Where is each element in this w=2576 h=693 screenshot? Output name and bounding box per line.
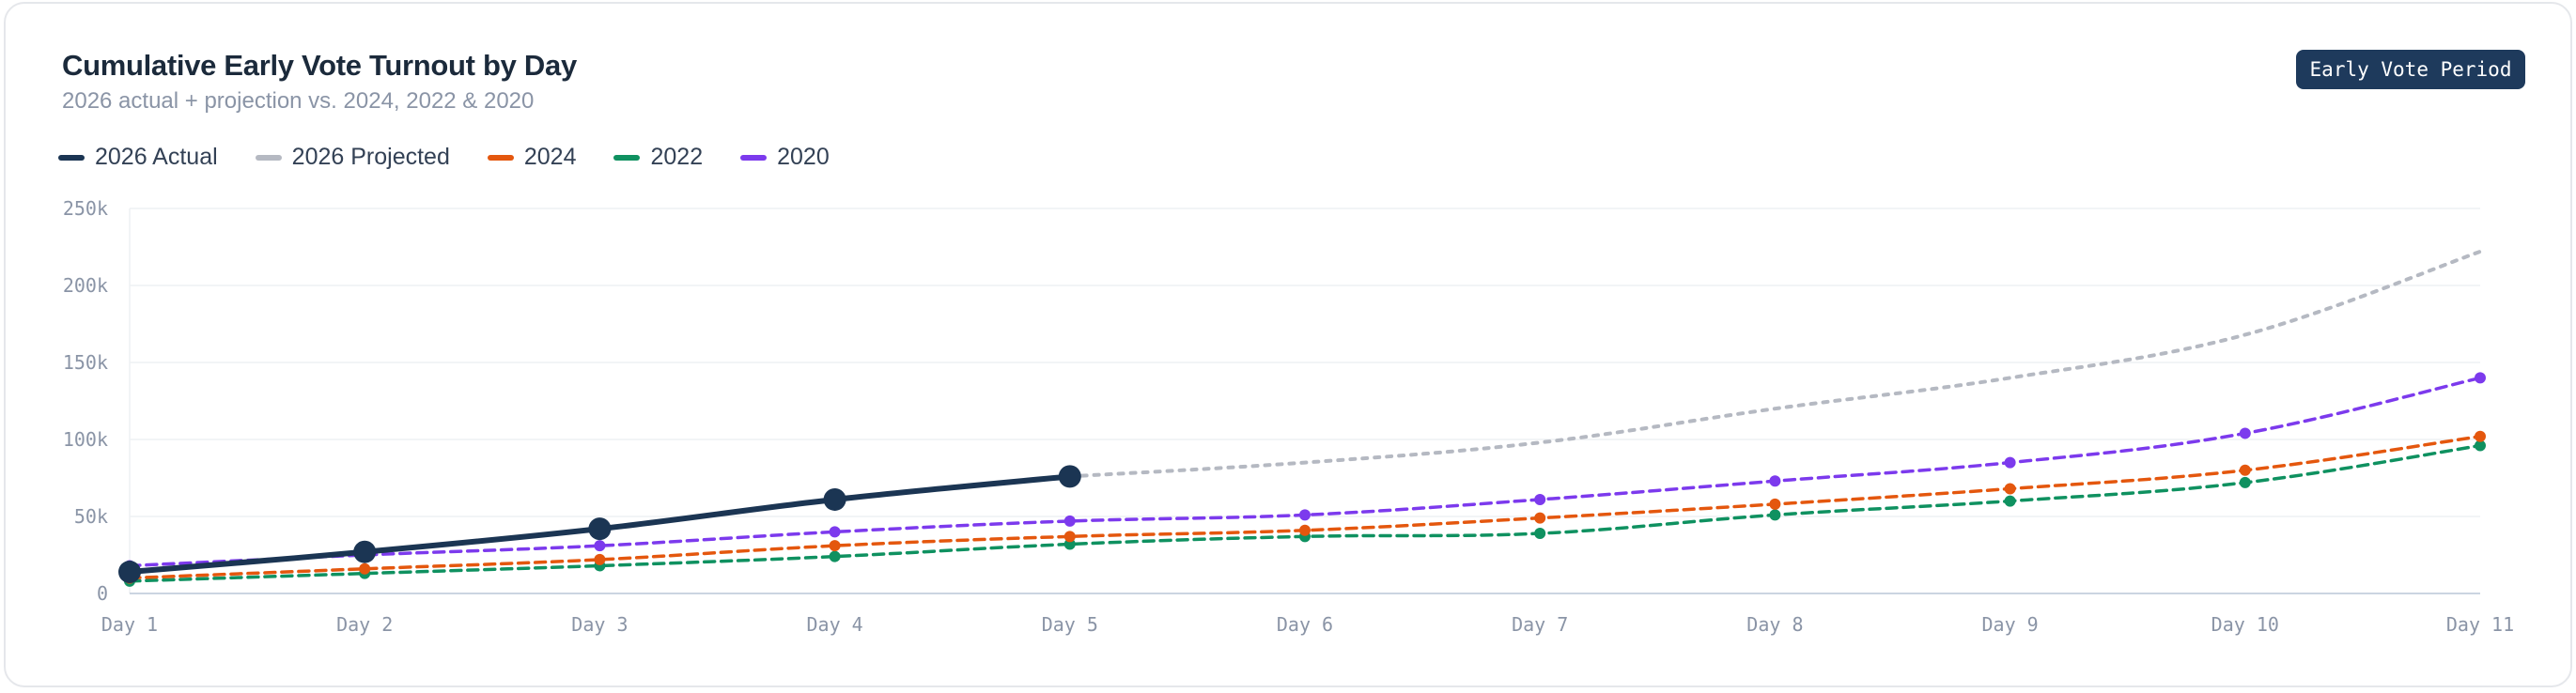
data-point [829,526,841,538]
data-point [118,561,141,584]
data-point [1058,465,1081,488]
x-tick-label: Day 11 [2446,613,2514,636]
legend-swatch [487,154,514,161]
data-point [1299,509,1311,521]
data-point [829,550,841,562]
legend-swatch [613,154,641,161]
legend-item: 2026 Actual [58,144,218,171]
data-point [2004,495,2016,507]
legend-swatch [255,154,282,161]
x-tick-label: Day 7 [1512,613,1568,636]
series-actual-2026 [118,465,1081,584]
y-tick-label: 50k [74,505,108,528]
chart-title: Cumulative Early Vote Turnout by Day [62,49,577,82]
data-point [2475,372,2486,384]
y-tick-label: 0 [97,582,108,605]
chart-subtitle: 2026 actual + projection vs. 2024, 2022 … [62,88,535,114]
legend-swatch [740,154,768,161]
data-point [2475,439,2486,452]
data-point [1534,493,1546,505]
x-tick-label: Day 8 [1746,613,1803,636]
gridlines [130,208,2480,517]
data-point [1769,509,1781,521]
data-point [588,517,612,541]
data-point [1299,524,1311,536]
data-point [2475,430,2486,442]
y-tick-label: 150k [63,351,108,374]
series-y2024 [124,430,2486,584]
data-point [1769,498,1781,510]
data-point [823,487,846,511]
data-point [2004,483,2016,495]
legend-label: 2024 [523,144,577,170]
y-tick-label: 200k [63,274,108,297]
legend-label: 2026 Actual [95,144,218,170]
y-tick-label: 250k [63,197,108,220]
legend-label: 2020 [777,144,830,170]
x-tick-label: Day 2 [336,613,393,636]
x-tick-label: Day 4 [806,613,862,636]
data-point [1063,538,1076,550]
x-tick-label: Day 9 [1981,613,2038,636]
data-point [353,540,377,563]
x-tick-label: Day 10 [2211,613,2279,636]
data-point [1769,475,1781,487]
data-point [1063,531,1076,543]
data-point [1534,512,1546,524]
legend-label: 2026 Projected [291,144,450,170]
early-vote-period-button[interactable]: Early Vote Period [2296,50,2525,89]
legend-label: 2022 [650,144,704,170]
legend-item: 2022 [613,144,703,171]
series-line [1067,249,2482,479]
chart-legend: 2026 Actual 2026 Projected 2024 2022 2020 [58,144,867,171]
data-point [594,553,606,565]
data-point [2004,456,2016,469]
series-projected-2026 [1067,249,2482,479]
legend-item: 2024 [487,144,577,171]
x-tick-label: Day 5 [1042,613,1098,636]
chart-card: Cumulative Early Vote Turnout by Day 202… [4,2,2572,687]
legend-swatch [58,154,85,161]
data-point [829,540,841,552]
data-point [2239,464,2251,476]
data-point [594,540,606,552]
series-line [128,434,2482,580]
x-tick-label: Day 1 [101,613,158,636]
data-point [2239,427,2251,439]
data-point [1063,515,1076,527]
data-point [359,562,371,575]
legend-item: 2026 Projected [255,144,450,171]
data-point [2239,476,2251,488]
data-point [1534,528,1546,540]
x-tick-label: Day 6 [1277,613,1333,636]
legend-item: 2020 [740,144,830,171]
y-tick-label: 100k [63,428,108,451]
x-tick-label: Day 3 [571,613,628,636]
